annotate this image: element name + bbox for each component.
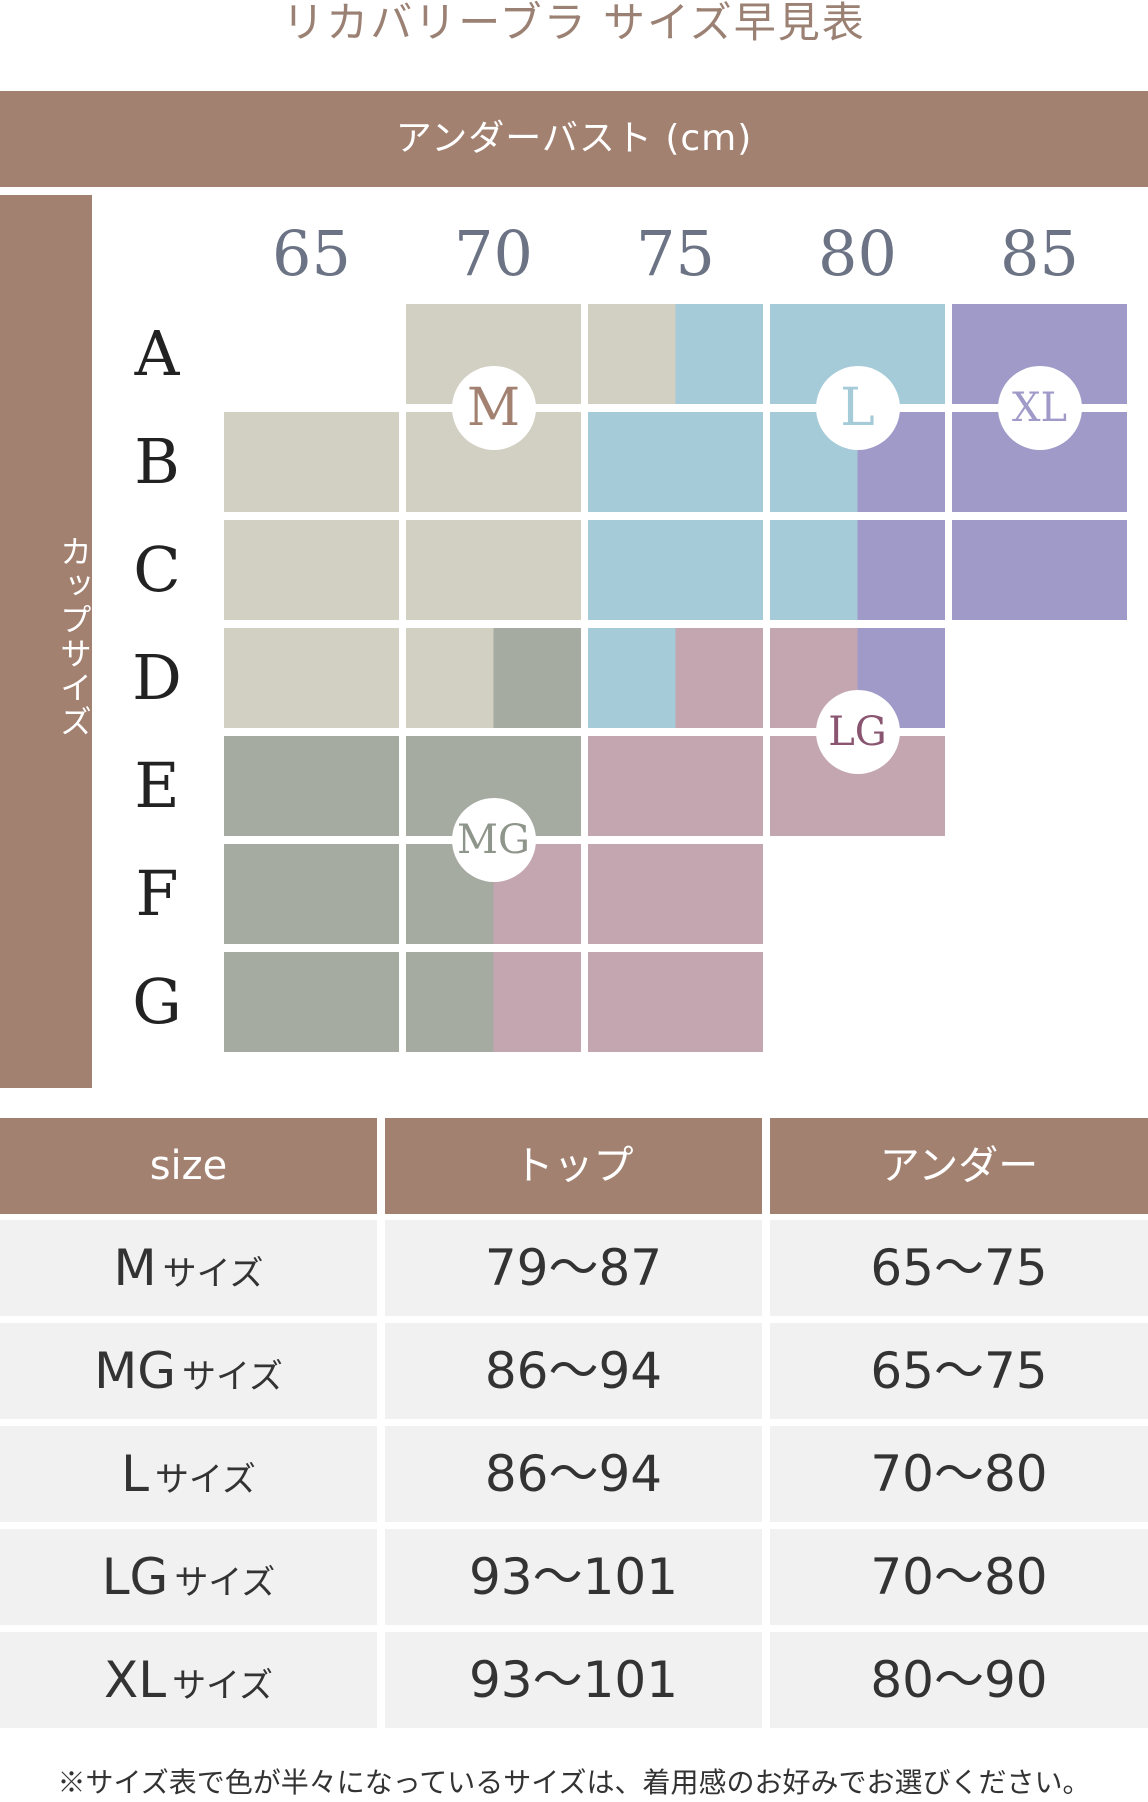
cell-A-75-left (588, 304, 676, 404)
size-name: L (121, 1445, 149, 1503)
table-row-top: 93〜101 (385, 1632, 762, 1728)
cell-E-65 (224, 736, 399, 836)
table-row-top: 86〜94 (385, 1426, 762, 1522)
size-suffix: サイズ (162, 1254, 264, 1294)
underbust-header: アンダーバスト (cm) (0, 91, 1148, 187)
table-header-2: アンダー (770, 1118, 1148, 1214)
badge-m: M (451, 366, 536, 450)
badge-xl: XL (997, 366, 1082, 450)
size-name: LG (101, 1548, 169, 1606)
badge-mg: MG (451, 798, 536, 882)
badge-l: L (815, 366, 900, 450)
cell-D-70-right (493, 628, 581, 728)
cell-E-75 (588, 736, 763, 836)
footnote: ※サイズ表で色が半々になっているサイズは、着用感のお好みでお選びください。 (57, 1766, 1091, 1799)
table-row-top: 79〜87 (385, 1220, 762, 1316)
row-label-B: B (134, 425, 180, 498)
cell-C-85 (952, 520, 1127, 620)
row-label-A: A (134, 317, 180, 390)
table-row-size: MG サイズ (0, 1323, 377, 1419)
size-suffix: サイズ (181, 1357, 283, 1397)
column-label-80: 80 (818, 217, 897, 290)
table-row-top: 86〜94 (385, 1323, 762, 1419)
size-name: XL (103, 1651, 167, 1709)
cell-F-75 (588, 844, 763, 944)
cell-C-80-right (857, 520, 945, 620)
table-row-top: 93〜101 (385, 1529, 762, 1625)
row-label-G: G (132, 965, 182, 1038)
table-row-under: 70〜80 (770, 1529, 1148, 1625)
column-label-85: 85 (1000, 217, 1079, 290)
cell-D-75-right (675, 628, 763, 728)
table-row-under: 65〜75 (770, 1323, 1148, 1419)
size-chart-grid (224, 304, 1127, 1052)
cell-D-65 (224, 628, 399, 728)
cell-G-65 (224, 952, 399, 1052)
table-row-size: L サイズ (0, 1426, 377, 1522)
table-row-size: XL サイズ (0, 1632, 377, 1728)
cell-B-65 (224, 412, 399, 512)
table-row-size: M サイズ (0, 1220, 377, 1316)
cell-C-70 (406, 520, 581, 620)
cell-C-75 (588, 520, 763, 620)
size-name: MG (94, 1342, 176, 1400)
size-name: M (113, 1239, 157, 1297)
table-header-1: トップ (385, 1118, 762, 1214)
table-row-under: 65〜75 (770, 1220, 1148, 1316)
cell-D-70-left (406, 628, 494, 728)
cup-size-header-label: カップサイズ (55, 535, 93, 739)
column-label-75: 75 (636, 217, 715, 290)
row-label-C: C (133, 533, 181, 606)
cell-G-75 (588, 952, 763, 1052)
table-header-0: size (0, 1118, 377, 1214)
size-suffix: サイズ (154, 1460, 256, 1500)
size-suffix: サイズ (174, 1563, 276, 1603)
cell-G-70-left (406, 952, 494, 1052)
cell-A-75-right (675, 304, 763, 404)
table-row-size: LG サイズ (0, 1529, 377, 1625)
cell-C-80-left (770, 520, 858, 620)
cell-C-65 (224, 520, 399, 620)
table-row-under: 80〜90 (770, 1632, 1148, 1728)
row-label-D: D (132, 641, 182, 714)
cell-F-65 (224, 844, 399, 944)
row-label-F: F (135, 857, 179, 930)
cell-B-75 (588, 412, 763, 512)
cup-size-header: カップサイズ (0, 195, 93, 1088)
row-label-E: E (134, 749, 180, 822)
table-row-under: 70〜80 (770, 1426, 1148, 1522)
badge-lg: LG (815, 690, 900, 774)
size-suffix: サイズ (172, 1666, 274, 1706)
cell-D-75-left (588, 628, 676, 728)
column-label-70: 70 (454, 217, 533, 290)
page-title: リカバリーブラ サイズ早見表 (282, 0, 866, 47)
cell-G-70-right (493, 952, 581, 1052)
column-label-65: 65 (272, 217, 351, 290)
